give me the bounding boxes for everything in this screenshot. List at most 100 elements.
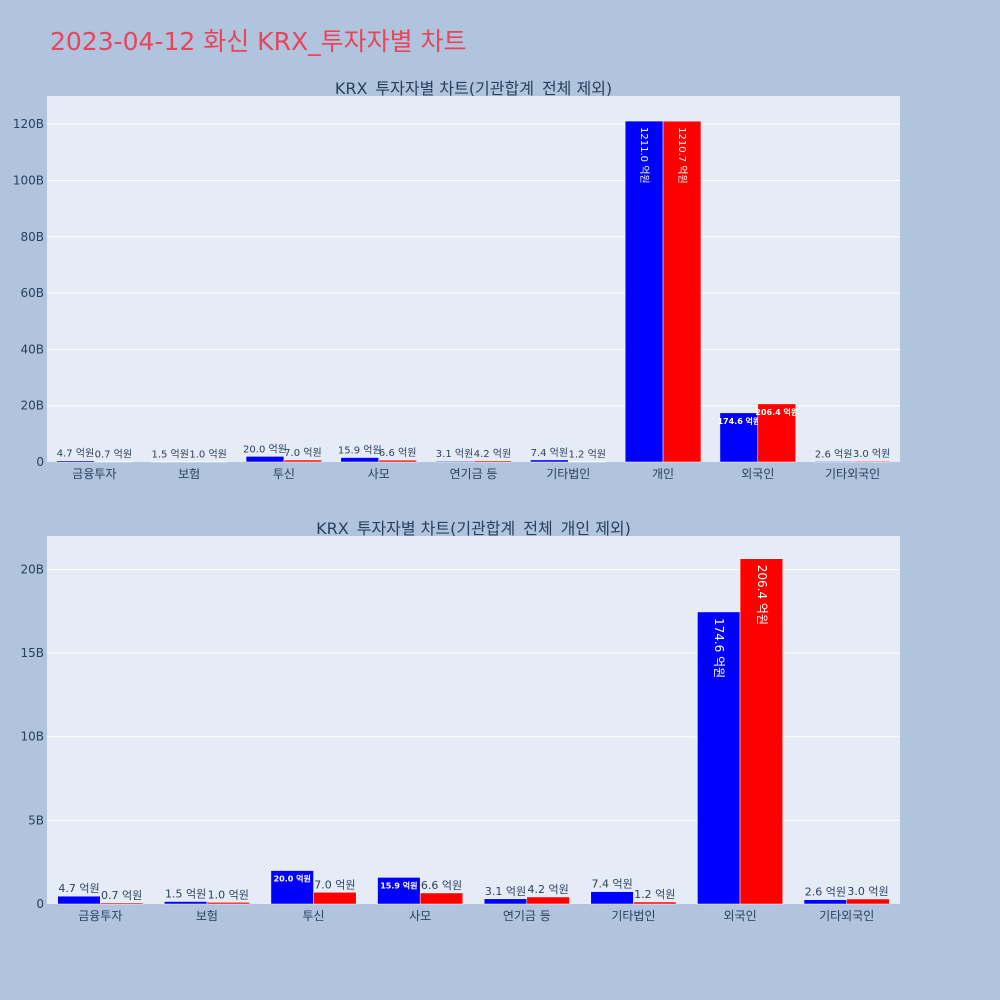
bottom-bar [377,877,421,905]
bottom-bar [100,902,144,905]
bottom-data-label: 6.6 억원 [421,879,462,892]
top-x-tick-label: 기타법인 [546,467,590,481]
top-data-label: 1211.0 억원 [638,127,650,184]
bottom-y-tick-label: 5B [28,813,44,827]
bottom-bar [270,870,314,905]
bottom-data-label: 7.4 억원 [591,878,632,891]
top-bar [662,120,702,463]
bottom-data-label: 20.0 억원 [274,874,311,884]
top-bar [151,461,190,463]
top-data-label: 1.0 억원 [189,449,226,461]
top-bar [245,456,285,463]
top-bar [568,461,607,463]
bottom-bar [739,558,783,905]
top-data-label: 1.2 억원 [568,449,605,461]
top-bar [435,460,474,463]
top-bar [56,460,95,463]
top-data-label: 4.2 억원 [474,448,511,460]
bottom-bar [164,901,208,905]
top-x-tick-label: 기타외국인 [825,467,880,481]
top-y-tick-label: 100B [13,173,44,187]
top-y-tick-label: 60B [20,286,44,300]
top-data-label: 3.1 억원 [436,448,473,460]
top-bar [94,461,133,463]
top-data-label: 6.6 억원 [379,447,416,459]
bottom-bar [803,899,847,905]
bottom-y-tick-label: 0 [36,897,44,911]
top-x-tick-label: 투신 [273,467,295,481]
bottom-data-label: 7.0 억원 [314,878,355,891]
bottom-data-label: 0.7 억원 [101,889,142,902]
top-y-tick-label: 120B [13,117,44,131]
top-data-label: 1210.7 억원 [676,127,688,184]
top-x-tick-label: 보험 [178,467,200,481]
top-bar [530,459,569,463]
bottom-x-tick-label: 기타외국인 [819,909,874,923]
top-x-tick-label: 외국인 [741,467,774,481]
top-y-tick-label: 80B [20,230,44,244]
bottom-chart-title: KRX_투자자별 차트(기관합계_전체_개인 제외) [316,519,631,539]
top-data-label: 0.7 억원 [95,449,132,461]
bottom-bar [419,892,464,905]
top-bar [473,460,512,463]
top-x-tick-label: 사모 [368,467,390,481]
top-data-label: 3.0 억원 [853,448,890,460]
top-data-label: 2.6 억원 [815,448,852,460]
bottom-bar [526,896,570,905]
bottom-data-label: 15.9 억원 [380,880,417,890]
top-x-tick-label: 개인 [652,467,674,481]
bottom-data-label: 4.7 억원 [58,882,99,895]
top-chart-title: KRX_투자자별 차트(기관합계_전체 제외) [335,79,612,99]
bottom-x-tick-label: 외국인 [724,909,757,923]
top-bar [852,460,891,463]
top-bar [188,461,228,463]
bottom-bar [697,611,741,905]
top-data-label: 174.6 억원 [717,416,760,426]
top-x-tick-label: 연기금 등 [450,467,498,481]
top-bar [814,461,853,463]
bottom-x-tick-label: 투신 [303,909,325,923]
bottom-y-tick-label: 10B [20,730,44,744]
bottom-bar [590,891,634,905]
top-y-tick-label: 20B [20,399,44,413]
bottom-bar [57,895,101,905]
bottom-data-label: 174.6 억원 [712,618,726,678]
bottom-data-label: 4.2 억원 [528,883,569,896]
top-bar [624,120,664,463]
top-data-label: 7.0 억원 [284,447,321,459]
top-y-tick-label: 0 [36,455,44,469]
top-data-label: 4.7 억원 [57,448,94,460]
bottom-data-label: 1.0 억원 [208,888,249,901]
bottom-data-label: 1.5 억원 [165,887,206,900]
top-chart: KRX_투자자별 차트(기관합계_전체 제외) 0 20B 40B 60B 80B 100B… [13,79,900,481]
top-plot-area [47,96,900,462]
bottom-x-tick-label: 금융투자 [78,909,122,923]
main-title: 2023-04-12 화신 KRX_투자자별 차트 [50,27,467,56]
bottom-data-label: 1.2 억원 [634,888,675,901]
top-bar [283,459,323,463]
bottom-x-tick-label: 연기금 등 [503,909,551,923]
bottom-data-label: 3.1 억원 [485,885,526,898]
bottom-x-tick-label: 사모 [409,909,431,923]
top-data-label: 206.4 억원 [755,407,798,417]
top-bar [378,459,417,463]
top-data-label: 15.9 억원 [338,445,382,457]
bottom-x-tick-label: 기타법인 [611,909,655,923]
bottom-data-label: 3.0 억원 [847,885,888,898]
bottom-chart: KRX_투자자별 차트(기관합계_전체_개인 제외) 0 5B 10B 15B 20B 금융… [20,519,900,923]
bottom-data-label: 206.4 억원 [755,565,769,625]
top-data-label: 1.5 억원 [151,449,188,461]
bottom-bar [633,901,677,905]
bottom-bar [313,892,357,905]
bottom-x-tick-label: 보험 [196,909,218,923]
bottom-y-tick-label: 15B [20,646,44,660]
top-data-label: 20.0 억원 [243,443,287,455]
top-data-label: 7.4 억원 [531,447,568,459]
top-x-tick-label: 금융투자 [72,467,116,481]
bottom-data-label: 2.6 억원 [805,886,846,899]
top-y-tick-label: 40B [20,342,44,356]
bottom-bar [846,898,890,905]
bottom-y-tick-label: 20B [20,562,44,576]
top-bar [340,457,379,463]
top-bar [757,403,796,463]
